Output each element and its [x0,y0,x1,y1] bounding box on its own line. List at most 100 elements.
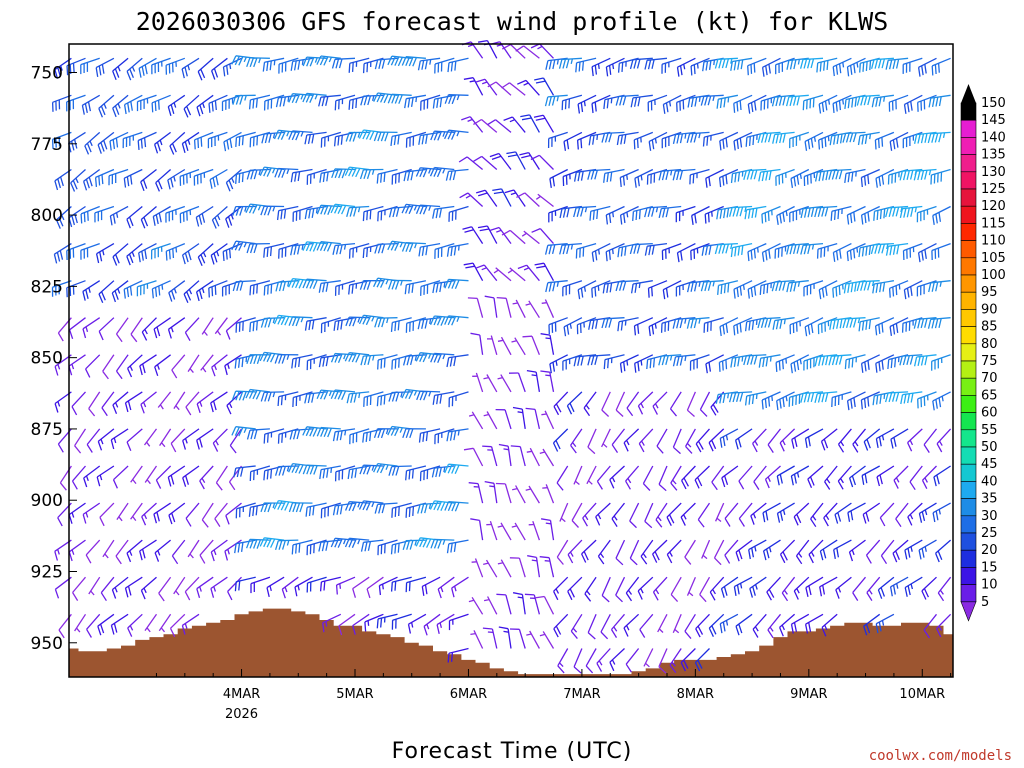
wind-barb [112,465,129,489]
wind-barb [676,243,696,263]
wind-barb [211,206,228,229]
wind-barb [136,280,157,297]
wind-barb [179,205,200,224]
wind-barb [601,576,611,603]
wind-barb [68,205,86,228]
wind-barb [211,354,228,377]
wind-barb [111,280,129,303]
wind-barb [888,280,909,298]
wind-barb [430,315,455,326]
wind-barb [405,465,427,481]
wind-barb [470,630,484,649]
wind-barb [852,576,866,601]
wind-barb [540,518,555,541]
colorbar-legend: 1501451401351301251201151101051009590858… [960,84,1006,622]
wind-barb [657,613,668,633]
wind-barb [97,131,115,154]
wind-barb [173,391,186,411]
wind-barb [446,242,469,257]
wind-barb [511,522,526,541]
wind-barb [921,576,937,600]
wind-barb [210,539,228,562]
wind-barb [702,131,724,147]
wind-barb [764,465,781,489]
wind-barb [561,94,583,111]
colorbar-swatch [960,412,977,431]
wind-barb [535,193,554,208]
x-tick-label: 5MAR [336,687,373,702]
wind-barb [866,576,881,601]
wind-barb [862,502,881,524]
wind-barb [814,205,838,218]
wind-barb [880,539,895,565]
wind-barb [262,57,285,72]
wind-barb [281,576,299,599]
wind-barb [444,94,469,105]
wind-barb [728,391,753,403]
wind-barb [102,354,115,380]
wind-barb [234,576,256,592]
wind-barb [181,243,200,265]
wind-barb [874,131,895,150]
wind-barb [130,465,143,485]
wind-barb [100,576,115,602]
wind-barb [761,205,781,224]
wind-barb [903,280,923,300]
wind-barb [860,391,880,410]
credit-link[interactable]: coolwx.com/models [869,748,1012,764]
colorbar-swatch [960,154,977,173]
wind-barb [661,57,682,74]
wind-barb [277,391,299,407]
colorbar-swatch [960,102,977,121]
wind-barb [761,391,781,410]
wind-barb [508,372,526,393]
wind-barb [165,242,186,261]
wind-barb [360,354,384,366]
wind-barb [573,465,583,486]
wind-barb [67,131,86,153]
wind-barb [444,278,469,290]
wind-barb [708,428,725,452]
wind-barb [719,131,739,151]
wind-barb [927,131,951,144]
y-tick-label: 800 [31,206,63,226]
wind-barb [733,131,753,151]
wind-barb [913,354,937,367]
wind-barb [662,280,682,300]
wind-barb [913,168,937,181]
wind-barb [377,354,398,370]
wind-barb [761,243,781,262]
wind-barb [846,391,866,411]
wind-barb [168,280,186,302]
wind-barb [82,168,101,191]
wind-barb [863,613,881,636]
wind-barb [302,241,327,252]
wind-barb [82,280,101,301]
wind-barb [610,613,625,638]
wind-barb [512,299,526,318]
wind-barb [512,406,526,429]
colorbar-swatch [960,463,977,482]
wind-barb [544,242,568,255]
wind-barb [141,502,157,526]
wind-barb [884,391,909,403]
wind-barb [97,613,115,636]
wind-barb [88,576,101,596]
wind-barb [718,168,739,188]
wind-barb [140,576,157,600]
wind-barb [167,317,186,339]
wind-barb [846,57,866,77]
y-tick-label: 950 [31,634,63,654]
wind-barb [885,205,909,218]
wind-barb [701,242,724,256]
wind-barb [837,465,852,490]
wind-barb [821,613,838,637]
wind-barb [80,57,100,75]
wind-barb [158,613,172,633]
wind-barb [526,630,540,649]
wind-barb [856,280,880,292]
wind-barb [616,131,639,146]
wind-barb [182,465,200,487]
wind-barb [521,230,540,245]
wind-barb [471,558,484,578]
